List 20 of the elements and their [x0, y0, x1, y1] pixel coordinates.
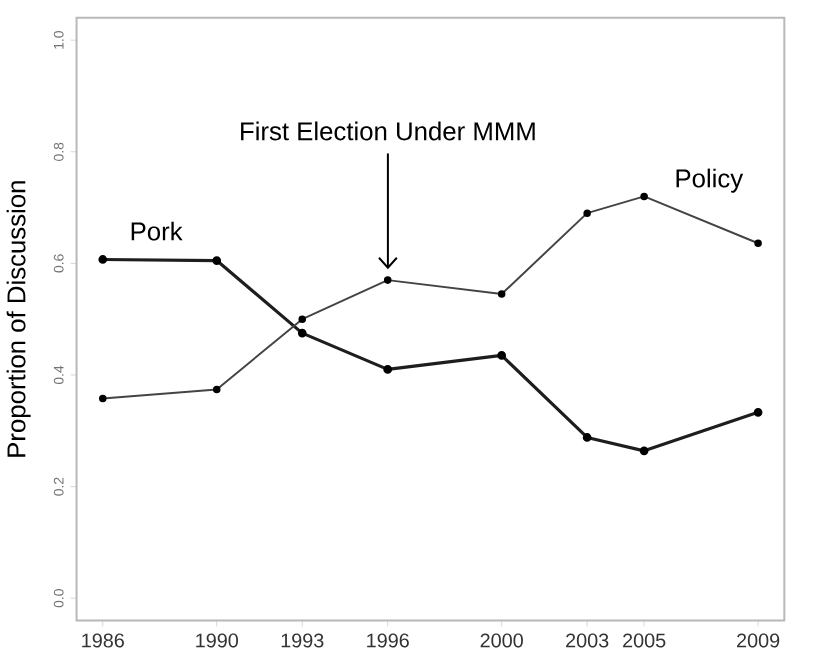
x-tick-label: 2003	[566, 633, 609, 648]
x-tick-label: 2009	[737, 633, 780, 648]
point	[582, 433, 592, 442]
point	[639, 446, 649, 456]
x-tick-label: 1986	[82, 633, 124, 648]
point	[497, 351, 507, 360]
x-tick-label: 2005	[623, 633, 666, 648]
point	[753, 407, 763, 417]
x-tick-label: 1993	[281, 633, 324, 648]
x-tick-label: 1996	[367, 633, 409, 648]
annotation: First Election Under MMM	[241, 121, 535, 141]
point	[98, 255, 108, 264]
point	[383, 365, 393, 374]
x-tick-label: 2000	[480, 633, 523, 648]
series-label: Pork	[131, 221, 183, 241]
x-tick-label: 1990	[196, 633, 239, 648]
y-axis-title: Proportion of Discussion	[6, 181, 31, 457]
point	[297, 328, 307, 338]
series-label: Policy	[676, 168, 744, 193]
point	[212, 256, 222, 265]
